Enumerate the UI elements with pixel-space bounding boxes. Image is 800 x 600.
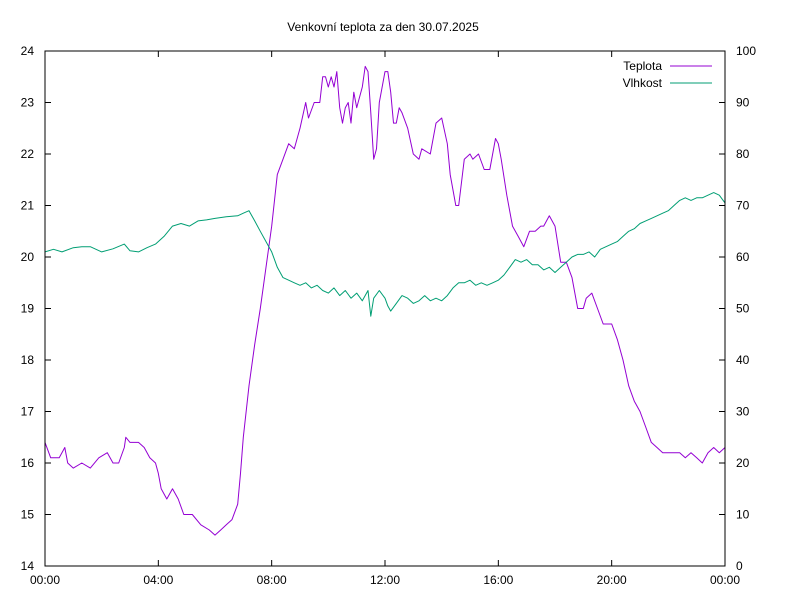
x-tick-label: 12:00 [370, 573, 400, 587]
y-left-tick-label: 20 [21, 250, 35, 264]
chart-title: Venkovní teplota za den 30.07.2025 [287, 20, 479, 34]
y-right-tick-label: 100 [736, 44, 756, 58]
series-line-teplota [44, 65, 726, 536]
x-tick-label: 08:00 [257, 573, 287, 587]
x-tick-label: 20:00 [597, 573, 627, 587]
y-left-tick-label: 18 [21, 353, 35, 367]
y-right-tick-label: 40 [736, 353, 750, 367]
legend-label-vlhkost: Vlhkost [623, 76, 663, 90]
x-tick-label: 16:00 [483, 573, 513, 587]
plot-frame [44, 50, 726, 567]
y-left-tick-label: 24 [21, 44, 35, 58]
axes-layer: 14 15 16 17 18 19 20 21 22 23 24 0 10 20 30 40 50 60 70 80 9… [21, 44, 757, 587]
x-tick-label: 04:00 [143, 573, 173, 587]
y-right-tick-label: 50 [736, 302, 750, 316]
y-right-tick-label: 20 [736, 456, 750, 470]
x-tick-label: 00:00 [30, 573, 60, 587]
y-left-tick-label: 21 [21, 199, 35, 213]
legend: Teplota Vlhkost [623, 59, 712, 90]
y-left-tick-label: 19 [21, 302, 35, 316]
y-right-tick-label: 30 [736, 405, 750, 419]
y-right-tick-label: 60 [736, 250, 750, 264]
series-layer [44, 65, 726, 536]
y-right-tick-label: 10 [736, 508, 750, 522]
y-right-tick-label: 70 [736, 199, 750, 213]
y-left-tick-label: 17 [21, 405, 35, 419]
y-left-tick-label: 14 [21, 559, 35, 573]
legend-label-teplota: Teplota [623, 59, 662, 73]
x-tick-label: 00:00 [710, 573, 740, 587]
y-right-tick-label: 90 [736, 96, 750, 110]
y-right-tick-label: 0 [736, 559, 743, 573]
y-left-tick-label: 22 [21, 147, 35, 161]
y-left-tick-label: 16 [21, 456, 35, 470]
series-line-vlhkost [44, 192, 726, 317]
y-right-tick-label: 80 [736, 147, 750, 161]
y-left-tick-label: 23 [21, 96, 35, 110]
y-left-tick-label: 15 [21, 508, 35, 522]
